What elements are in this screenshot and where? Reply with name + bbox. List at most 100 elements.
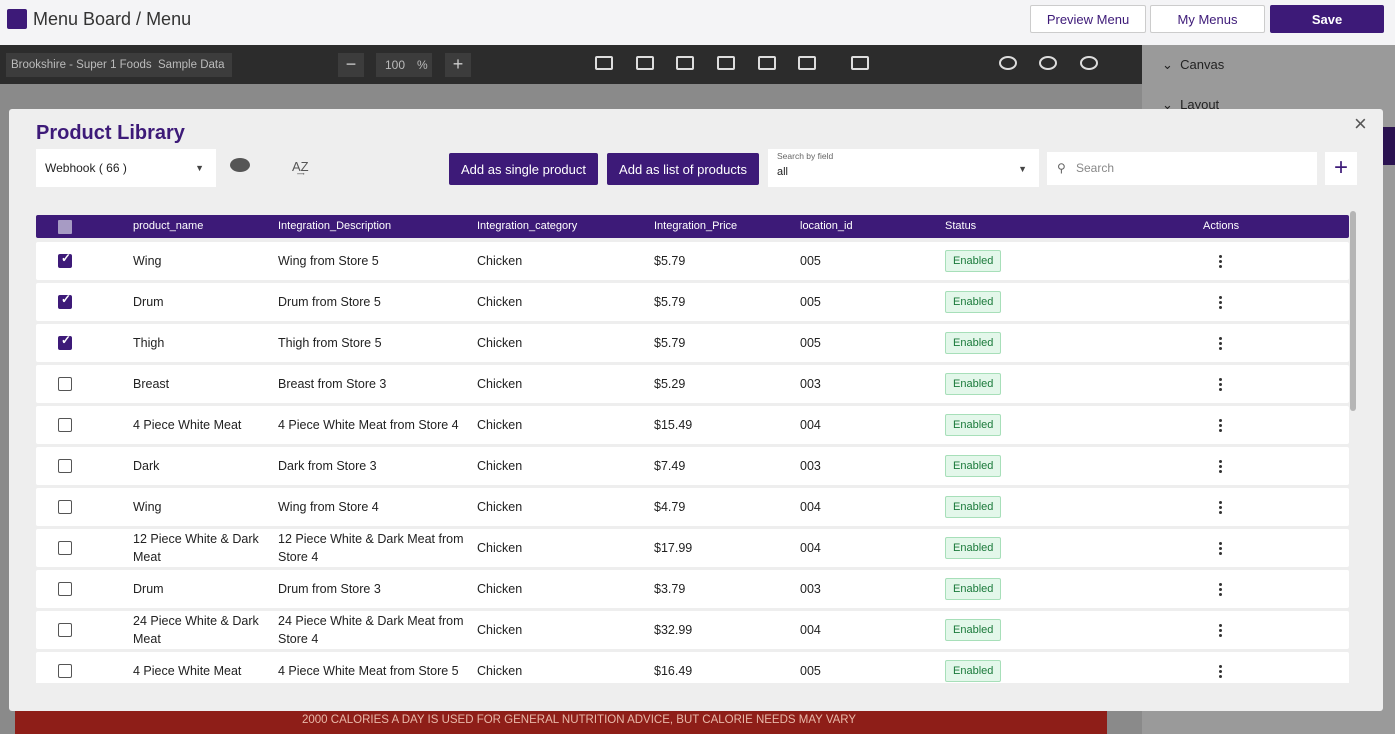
table-cell: $5.29 <box>654 377 686 391</box>
row-checkbox[interactable] <box>58 664 72 678</box>
checkmark: ✓ <box>61 333 72 347</box>
table-row: Breast Breast from Store 3 Chicken $5.29 003… <box>36 365 1349 403</box>
column-header: Status <box>945 220 977 232</box>
modal-title: Product Library <box>36 122 185 144</box>
tool-icon[interactable] <box>676 56 694 70</box>
panel-section[interactable]: ⌄ Canvas <box>1162 57 1225 72</box>
panel-section[interactable]: ⌄ Layout <box>1162 97 1220 112</box>
row-actions[interactable] <box>1219 378 1223 393</box>
add-button[interactable]: + <box>1325 152 1357 185</box>
zoom-unit: % <box>417 58 428 72</box>
checkmark: ✓ <box>61 251 72 265</box>
table-cell: 4 Piece White Meat <box>133 664 242 678</box>
table-cell: 005 <box>800 254 821 268</box>
row-actions[interactable] <box>1219 542 1223 557</box>
table-cell: Breast <box>133 377 170 391</box>
redo-icon[interactable] <box>1039 56 1057 70</box>
undo-icon[interactable] <box>999 56 1017 70</box>
status-badge: Enabled <box>945 578 1002 600</box>
close-button[interactable]: × <box>1354 111 1367 136</box>
tool-icon[interactable] <box>636 56 654 70</box>
column-header: Integration_Description <box>278 220 392 232</box>
row-checkbox[interactable] <box>58 295 72 309</box>
table-row: 12 Piece White & Dark Meat 12 Piece White… <box>36 529 1349 567</box>
source-select[interactable]: Brookshire - Super 1 Foods Sample Data <box>6 53 232 77</box>
table-cell: Chicken <box>477 377 523 391</box>
tool-icon[interactable] <box>798 56 816 70</box>
row-checkbox[interactable] <box>58 500 72 514</box>
status-badge: Enabled <box>945 455 1002 477</box>
table-header: product_name Integration_Description Integ… <box>36 215 1349 238</box>
table-cell: Chicken <box>477 582 523 596</box>
source-dropdown[interactable]: Webhook ( 66 ) ▼ <box>36 149 216 187</box>
row-checkbox[interactable] <box>58 254 72 268</box>
row-actions[interactable] <box>1219 665 1223 680</box>
refresh-icon[interactable] <box>1080 56 1098 70</box>
table-cell: 12 Piece White & Dark Meat from Store 4 <box>278 532 464 564</box>
table-cell: Chicken <box>477 541 523 555</box>
row-checkbox[interactable] <box>58 623 72 637</box>
save-button[interactable]: Save <box>1270 5 1384 33</box>
row-checkbox[interactable] <box>58 459 72 473</box>
status-badge: Enabled <box>945 373 1002 395</box>
row-checkbox[interactable] <box>58 336 72 350</box>
table-cell: Drum <box>133 582 164 596</box>
tool-icon[interactable] <box>717 56 735 70</box>
table-row: 4 Piece White Meat 4 Piece White Meat fro… <box>36 652 1349 683</box>
row-actions[interactable] <box>1219 296 1223 311</box>
zoom-out[interactable]: − <box>338 53 364 77</box>
select-all-checkbox[interactable] <box>58 220 72 234</box>
search-placeholder: Search <box>1076 161 1115 175</box>
row-actions[interactable] <box>1219 337 1223 352</box>
table-cell: 004 <box>800 500 821 514</box>
search-field-select[interactable]: Search by field all ▼ <box>768 149 1039 187</box>
table-row: ✓ Drum Drum from Store 5 Chicken $5.79 005 Ena… <box>36 283 1349 321</box>
tool-icon[interactable] <box>758 56 776 70</box>
row-actions[interactable] <box>1219 583 1223 598</box>
row-checkbox[interactable] <box>58 541 72 555</box>
table-cell: 004 <box>800 541 821 555</box>
table-cell: Chicken <box>477 500 523 514</box>
zoom-input[interactable]: 100% <box>376 53 432 77</box>
table-row: 4 Piece White Meat 4 Piece White Meat fro… <box>36 406 1349 444</box>
table-cell: Breast from Store 3 <box>278 377 387 391</box>
column-header: Integration_Price <box>654 220 738 232</box>
panel-tab <box>1383 127 1395 165</box>
table-cell: Chicken <box>477 459 523 473</box>
add-list-button[interactable]: Add as list of products <box>607 153 759 185</box>
modal: Product Library × Webhook ( 66 ) ▼ A͢Z Ad… <box>9 109 1383 711</box>
table-row: 24 Piece White & Dark Meat 24 Piece White… <box>36 611 1349 649</box>
visibility-icon[interactable] <box>230 158 250 172</box>
add-single-button[interactable]: Add as single product <box>449 153 598 185</box>
my-menus-button[interactable]: My Menus <box>1150 5 1265 33</box>
table-cell: $3.79 <box>654 582 686 596</box>
logo[interactable] <box>7 9 27 29</box>
table-cell: Chicken <box>477 664 523 678</box>
status-badge: Enabled <box>945 619 1002 641</box>
sort-icon[interactable]: A͢Z <box>292 159 309 174</box>
row-actions[interactable] <box>1219 460 1223 475</box>
table-cell: Drum from Store 5 <box>278 295 381 309</box>
search-input[interactable]: ⚲ Search <box>1047 152 1317 185</box>
status-badge: Enabled <box>945 414 1002 436</box>
row-actions[interactable] <box>1219 501 1223 516</box>
table-cell: Wing from Store 5 <box>278 254 379 268</box>
tool-icon[interactable] <box>595 56 613 70</box>
scrollbar[interactable] <box>1350 211 1356 411</box>
status-badge: Enabled <box>945 332 1002 354</box>
table-cell: $4.79 <box>654 500 686 514</box>
row-checkbox[interactable] <box>58 377 72 391</box>
row-actions[interactable] <box>1219 419 1223 434</box>
tool-icon[interactable] <box>851 56 869 70</box>
table-cell: Wing <box>133 500 162 514</box>
status-badge: Enabled <box>945 291 1002 313</box>
row-checkbox[interactable] <box>58 582 72 596</box>
preview-button[interactable]: Preview Menu <box>1030 5 1146 33</box>
row-actions[interactable] <box>1219 255 1223 270</box>
table-cell: 003 <box>800 377 821 391</box>
row-actions[interactable] <box>1219 624 1223 639</box>
zoom-value: 100 <box>385 58 406 72</box>
row-checkbox[interactable] <box>58 418 72 432</box>
zoom-in[interactable]: + <box>445 53 471 77</box>
